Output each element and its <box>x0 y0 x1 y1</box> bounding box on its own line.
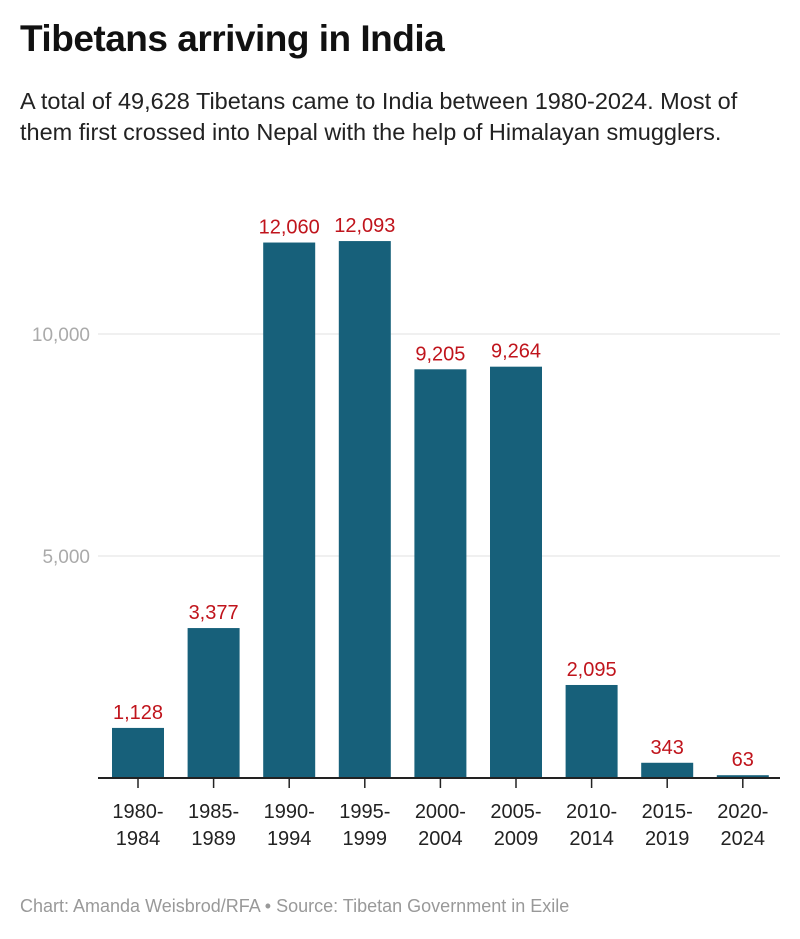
bar <box>112 727 164 778</box>
x-tick-label: 1994 <box>267 828 312 850</box>
y-tick-label: 5,000 <box>42 547 90 568</box>
data-label: 12,093 <box>334 215 395 237</box>
bar <box>490 366 542 778</box>
chart-title: Tibetans arriving in India <box>20 18 445 59</box>
chart-footer: Chart: Amanda Weisbrod/RFA • Source: Tib… <box>20 896 570 916</box>
x-tick-label: 1985- <box>188 801 239 823</box>
x-tick-label: 2015- <box>642 801 693 823</box>
x-tick-label: 2000- <box>415 801 466 823</box>
x-tick-label: 2010- <box>566 801 617 823</box>
x-tick-label: 1989 <box>191 828 236 850</box>
data-label: 9,205 <box>415 343 465 365</box>
bar <box>641 762 694 778</box>
x-tick-label: 1999 <box>343 828 388 850</box>
x-tick-label: 1990- <box>264 801 315 823</box>
bar <box>565 684 618 778</box>
bar <box>414 369 467 778</box>
data-label: 343 <box>651 737 684 759</box>
data-label: 3,377 <box>189 602 239 624</box>
x-tick-label: 1980- <box>112 801 163 823</box>
data-label: 12,060 <box>259 217 320 239</box>
x-tick-label: 2014 <box>569 828 614 850</box>
x-tick-label: 1995- <box>339 801 390 823</box>
data-label: 63 <box>732 749 754 771</box>
bar <box>338 241 391 778</box>
x-tick-label: 1984 <box>116 828 161 850</box>
x-tick-label: 2020- <box>717 801 768 823</box>
bar <box>263 242 316 778</box>
bar-chart: 5,000 10,000 1,128 1980- 1984 3,377 1985- 1989 1… <box>32 215 780 850</box>
y-tick-label: 10,000 <box>32 325 90 346</box>
x-tick-label: 2024 <box>721 828 766 850</box>
x-tick-label: 2005- <box>490 801 541 823</box>
bar <box>716 775 769 778</box>
x-tick-label: 2004 <box>418 828 463 850</box>
x-tick-label: 2019 <box>645 828 690 850</box>
chart-subtitle: A total of 49,628 Tibetans came to India… <box>20 88 738 145</box>
x-tick-label: 2009 <box>494 828 539 850</box>
bar <box>187 628 240 778</box>
data-label: 9,264 <box>491 341 541 363</box>
data-label: 2,095 <box>567 659 617 681</box>
data-label: 1,128 <box>113 702 163 724</box>
